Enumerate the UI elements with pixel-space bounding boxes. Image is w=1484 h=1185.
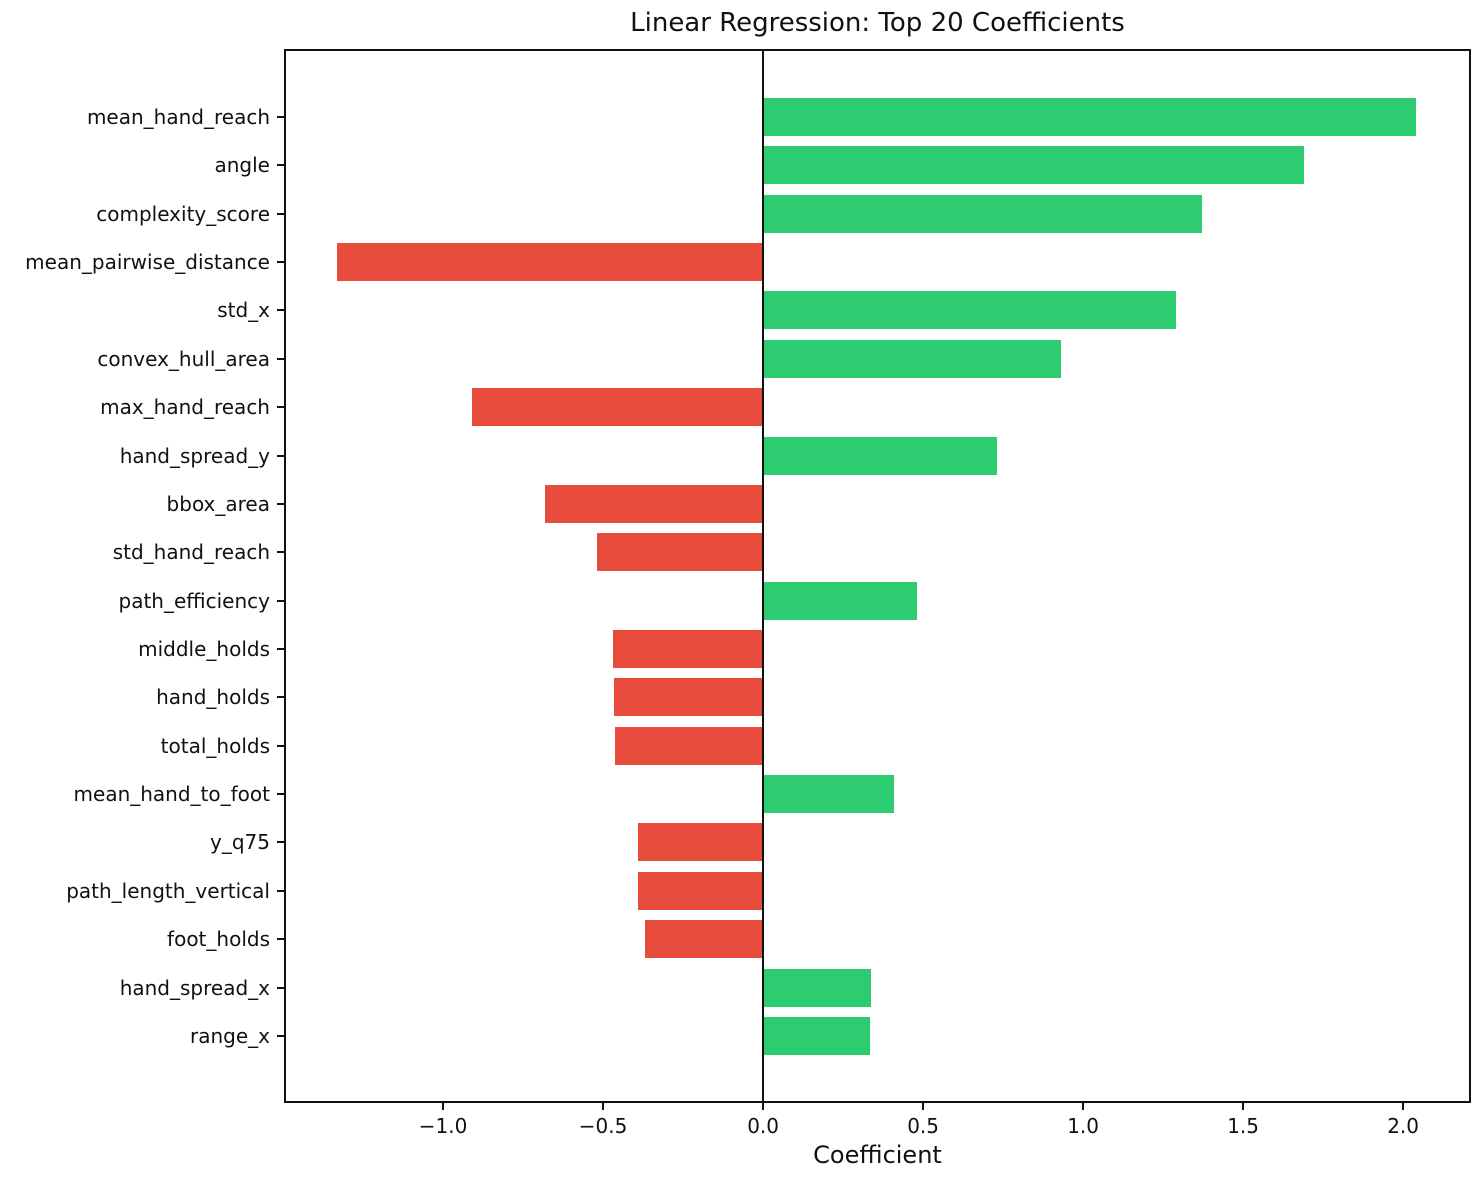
y-tick-label-hand_spread_x: hand_spread_x [119,975,270,1000]
bar-max_hand_reach [471,388,764,427]
bar-hand_spread_x [763,968,872,1007]
y-tick-label-range_x: range_x [190,1023,270,1048]
y-tick-label-std_x: std_x [217,298,270,323]
y-tick-label-hand_spread_y: hand_spread_y [119,443,270,468]
y-tick-mark [277,116,284,118]
y-tick-mark [277,744,284,747]
bar-std_x [763,291,1176,330]
x-tick-mark [442,1102,445,1110]
x-tick-label-1.0: 1.0 [1067,1114,1099,1138]
x-tick-mark [1082,1102,1085,1110]
x-tick-mark [762,1102,765,1110]
x-tick-label-1.5: 1.5 [1227,1114,1260,1138]
y-tick-mark [277,986,284,989]
bar-y_q75 [638,823,764,862]
y-tick-mark [277,1034,284,1037]
bar-path_length_vertical [638,871,764,910]
y-tick-mark [277,841,284,844]
bar-convex_hull_area [763,339,1061,378]
y-tick-mark [277,793,284,796]
chart-title: Linear Regression: Top 20 Coefficients [630,8,1125,38]
y-tick-label-mean_hand_reach: mean_hand_reach [86,105,270,129]
x-tick-label-2.0: 2.0 [1387,1114,1420,1138]
y-tick-mark [277,357,284,360]
y-tick-label-mean_pairwise_distance: mean_pairwise_distance [25,250,270,275]
bar-mean_pairwise_distance [337,243,764,282]
bar-angle [763,146,1304,185]
y-tick-label-bbox_area: bbox_area [166,491,270,516]
plot-area-bars [285,50,1470,1102]
y-tick-label-max_hand_reach: max_hand_reach [100,395,270,420]
y-tick-mark [277,502,284,505]
bar-path_efficiency [763,581,917,620]
y-tick-mark [277,889,284,892]
y-tick-label-convex_hull_area: convex_hull_area [97,346,270,371]
y-tick-mark [277,696,284,699]
y-tick-label-foot_holds: foot_holds [167,927,270,952]
y-tick-label-std_hand_reach: std_hand_reach [112,540,270,565]
bar-range_x [763,1016,870,1055]
plot-area [284,49,1471,1103]
x-tick-label-−1.0: −1.0 [418,1114,468,1138]
y-tick-label-path_length_vertical: path_length_vertical [66,878,270,903]
bar-bbox_area [545,484,764,523]
y-tick-mark [277,309,284,312]
y-tick-label-y_q75: y_q75 [210,830,270,855]
x-axis-label: Coefficient [813,1141,942,1169]
y-tick-mark [277,599,284,602]
y-tick-label-path_efficiency: path_efficiency [118,588,270,613]
y-tick-mark [277,938,284,941]
y-tick-mark [277,551,284,554]
y-tick-mark [277,261,284,264]
bar-hand_spread_y [763,436,997,475]
y-tick-label-middle_holds: middle_holds [138,637,270,661]
x-tick-label-0.0: 0.0 [747,1114,779,1138]
y-tick-mark [277,212,284,215]
zero-line [762,50,765,1102]
y-tick-mark [277,406,284,409]
bar-complexity_score [763,194,1202,233]
y-tick-label-angle: angle [214,153,271,178]
x-tick-mark [1242,1102,1245,1110]
y-tick-mark [277,164,284,167]
y-tick-label-mean_hand_to_foot: mean_hand_to_foot [73,782,270,807]
bar-hand_holds [613,678,764,717]
y-tick-label-complexity_score: complexity_score [96,201,270,226]
bar-mean_hand_to_foot [763,775,895,814]
y-tick-label-total_holds: total_holds [160,733,270,758]
x-tick-mark [922,1102,925,1110]
y-tick-mark [277,648,284,650]
bar-mean_hand_reach [763,98,1416,136]
x-tick-label-0.5: 0.5 [907,1114,939,1138]
y-tick-label-hand_holds: hand_holds [156,685,270,710]
x-tick-label-−0.5: −0.5 [578,1114,628,1138]
bar-std_hand_reach [596,533,764,572]
bar-middle_holds [612,630,764,668]
x-tick-mark [602,1102,605,1110]
bar-foot_holds [644,920,764,959]
y-tick-mark [277,454,284,457]
x-tick-mark [1402,1102,1405,1110]
bar-total_holds [615,726,764,765]
